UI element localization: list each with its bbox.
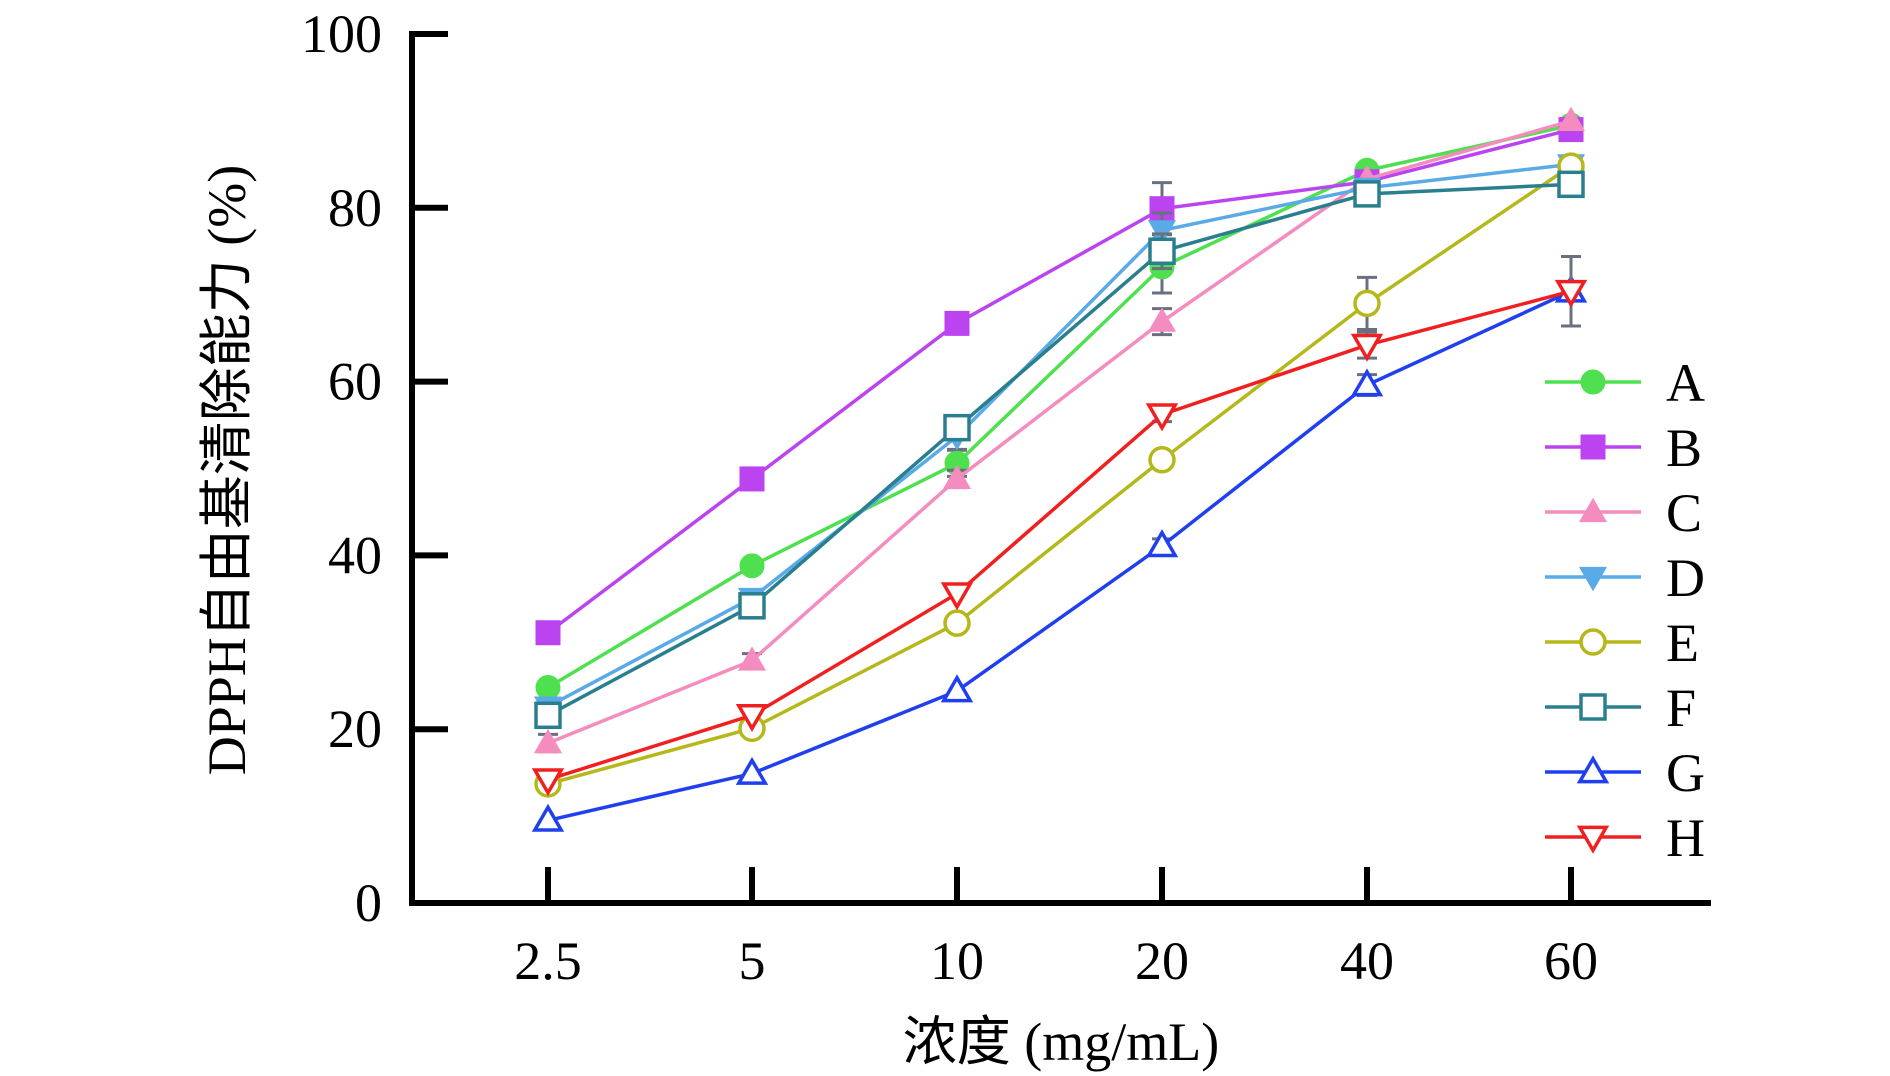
y-axis-label: DPPH自由基清除能力 (%): [197, 165, 257, 776]
x-tick-label: 5: [739, 931, 766, 991]
legend-item-D: D: [1545, 548, 1705, 608]
series-F: [534, 170, 1585, 730]
legend-item-H: H: [1545, 808, 1705, 868]
marker-G: [531, 803, 565, 832]
series-G: [531, 274, 1588, 832]
marker-F: [534, 701, 562, 730]
y-tick-label: 20: [328, 699, 382, 759]
marker-B: [739, 466, 765, 492]
legend-label: B: [1666, 418, 1702, 478]
y-tick-label: 80: [328, 178, 382, 238]
marker-H: [1145, 403, 1179, 432]
marker-E: [1579, 628, 1607, 656]
x-tick-label: 40: [1340, 931, 1394, 991]
legend-item-A: A: [1545, 353, 1705, 413]
marker-G: [1145, 529, 1179, 558]
y-tick-label: 100: [301, 4, 382, 64]
marker-C: [1556, 106, 1586, 131]
marker-A: [1580, 369, 1606, 395]
axes: 0 20 40 60 80 100 2.5 5 10 20 40 60: [301, 4, 1711, 991]
series-line-H: [547, 289, 1572, 782]
marker-A: [535, 674, 561, 700]
marker-F: [738, 592, 766, 620]
marker-C: [533, 728, 563, 754]
legend-item-C: C: [1545, 483, 1702, 543]
marker-E: [943, 609, 971, 637]
legend-label: F: [1666, 678, 1696, 738]
x-tick-label: 20: [1135, 931, 1189, 991]
marker-H: [940, 582, 974, 611]
marker-G: [940, 674, 974, 703]
marker-G: [1576, 755, 1610, 784]
marker-G: [735, 756, 769, 785]
marker-B: [1580, 434, 1606, 460]
series-D: [533, 154, 1586, 721]
marker-F: [1148, 237, 1176, 265]
legend-label: C: [1666, 483, 1702, 543]
y-tick-label: 40: [328, 525, 382, 585]
marker-E: [1353, 289, 1381, 318]
marker-E: [1148, 446, 1176, 474]
y-tick-label: 0: [355, 873, 382, 933]
series-line-A: [547, 123, 1572, 689]
series-line-B: [546, 127, 1572, 635]
x-tick-label: 10: [930, 931, 984, 991]
marker-H: [735, 703, 769, 732]
x-axis-label: 浓度 (mg/mL): [903, 1012, 1219, 1072]
legend-item-E: E: [1545, 613, 1699, 673]
x-tick-label: 2.5: [514, 931, 582, 991]
marker-H: [1350, 333, 1384, 362]
marker-H: [531, 768, 565, 797]
marker-D: [1578, 566, 1608, 592]
series-layer: [531, 106, 1588, 832]
marker-H: [1576, 825, 1610, 854]
y-tick-label: 60: [328, 352, 382, 412]
marker-B: [535, 620, 561, 646]
marker-F: [1557, 170, 1585, 199]
series-line-E: [547, 164, 1572, 786]
marker-F: [1579, 693, 1607, 721]
series-line-G: [547, 289, 1572, 823]
x-tick-label: 60: [1544, 931, 1598, 991]
legend-label: E: [1666, 613, 1699, 673]
marker-F: [943, 413, 971, 442]
series-B: [535, 117, 1584, 646]
marker-C: [1578, 497, 1608, 523]
series-A: [535, 112, 1584, 700]
legend-label: H: [1666, 808, 1705, 868]
series-line-D: [547, 162, 1572, 709]
legend-label: A: [1666, 353, 1705, 413]
marker-A: [739, 553, 765, 579]
legend-label: G: [1666, 743, 1705, 803]
marker-G: [1350, 368, 1384, 397]
marker-F: [1353, 180, 1381, 208]
legend-item-B: B: [1545, 418, 1702, 478]
series-line-C: [547, 119, 1572, 745]
marker-B: [944, 310, 970, 336]
marker-C: [1147, 307, 1177, 332]
marker-H: [1554, 279, 1588, 308]
series-H: [531, 254, 1588, 797]
series-line-F: [547, 182, 1572, 717]
marker-C: [737, 646, 767, 671]
marker-D: [1147, 220, 1177, 245]
series-E: [534, 152, 1585, 798]
series-C: [533, 106, 1586, 754]
legend-label: D: [1666, 548, 1705, 608]
legend-item-F: F: [1545, 678, 1696, 738]
marker-C: [942, 464, 972, 490]
legend-item-G: G: [1545, 743, 1705, 803]
